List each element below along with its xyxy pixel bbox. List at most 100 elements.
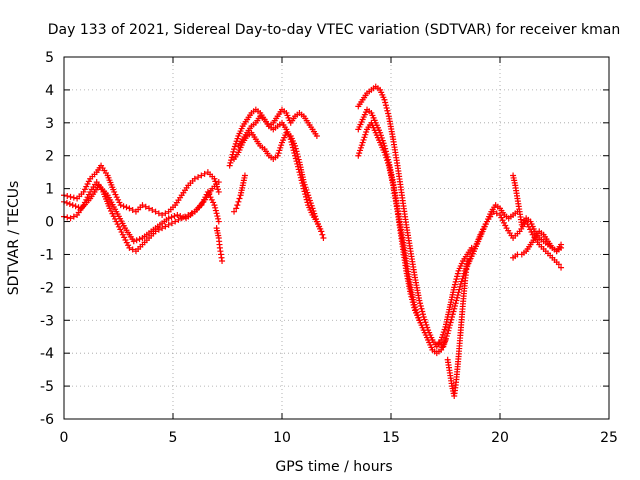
data-points	[61, 83, 565, 399]
data-point	[123, 239, 130, 246]
data-point	[293, 148, 300, 155]
data-point	[108, 208, 115, 215]
data-point	[478, 229, 485, 236]
data-point	[174, 211, 181, 218]
data-point	[382, 152, 389, 159]
data-point	[441, 340, 448, 347]
data-point	[362, 131, 369, 138]
data-point	[308, 202, 315, 209]
data-point	[479, 226, 486, 233]
data-point	[115, 223, 122, 230]
data-point	[448, 316, 455, 323]
data-point	[213, 210, 220, 217]
data-point	[241, 172, 248, 179]
data-point	[305, 192, 312, 199]
data-point	[136, 236, 143, 243]
data-point	[499, 217, 506, 224]
data-point	[230, 148, 237, 155]
data-point	[215, 188, 222, 195]
data-point	[63, 199, 70, 206]
data-point	[558, 241, 565, 248]
y-axis-label: SDTVAR / TECUs	[6, 181, 22, 296]
data-point	[304, 189, 311, 196]
data-point	[118, 229, 125, 236]
data-point	[162, 210, 169, 217]
data-point	[385, 110, 392, 117]
data-point	[450, 308, 457, 315]
data-point	[211, 175, 218, 182]
data-point	[409, 296, 416, 303]
data-point	[446, 324, 453, 331]
data-point	[172, 218, 179, 225]
data-point	[419, 308, 426, 315]
data-point	[117, 226, 124, 233]
data-point	[417, 300, 424, 307]
data-point	[357, 144, 364, 151]
data-point	[456, 286, 463, 293]
data-point	[234, 202, 241, 209]
data-point	[416, 317, 423, 324]
data-point	[441, 326, 448, 333]
y-tick-label: 4	[45, 83, 54, 99]
data-point	[458, 278, 465, 285]
data-point	[115, 196, 122, 203]
series-track-h	[231, 172, 248, 215]
data-point	[302, 184, 309, 191]
data-point	[455, 289, 462, 296]
x-axis-label: GPS time / hours	[275, 459, 392, 475]
data-point	[482, 221, 489, 228]
data-point	[451, 305, 458, 312]
x-tick-label: 5	[169, 430, 178, 446]
data-point	[477, 231, 484, 238]
y-tick-label: -2	[40, 280, 54, 296]
data-point	[165, 215, 172, 222]
data-point	[235, 198, 242, 205]
data-point	[112, 215, 119, 222]
data-point	[295, 156, 302, 163]
data-point	[439, 334, 446, 341]
y-tick-label: -5	[40, 379, 54, 395]
data-point	[195, 174, 202, 181]
data-point	[360, 136, 367, 143]
data-point	[469, 250, 476, 257]
data-point	[383, 105, 390, 112]
data-point	[490, 208, 497, 215]
data-point	[444, 330, 451, 337]
data-point	[226, 162, 233, 169]
data-point	[502, 222, 509, 229]
data-point	[449, 311, 456, 318]
data-point	[451, 303, 458, 310]
data-point	[451, 284, 458, 291]
data-point	[276, 147, 283, 154]
data-point	[453, 276, 460, 283]
data-point	[411, 304, 418, 311]
data-point	[528, 229, 535, 236]
data-point	[422, 319, 429, 326]
data-point	[125, 242, 132, 249]
data-point	[133, 237, 140, 244]
data-point	[123, 204, 130, 211]
data-point	[219, 258, 226, 265]
data-point	[117, 202, 124, 209]
series-track-g	[231, 129, 325, 235]
data-point	[111, 188, 118, 195]
data-point	[106, 205, 113, 212]
data-point	[126, 205, 133, 212]
data-point	[159, 211, 166, 218]
data-point	[201, 170, 208, 177]
data-point	[212, 207, 219, 214]
data-point	[416, 297, 423, 304]
data-point	[498, 214, 505, 221]
data-point	[198, 172, 205, 179]
data-point	[121, 234, 128, 241]
data-point	[363, 129, 370, 136]
data-point	[318, 228, 325, 235]
data-point	[64, 214, 71, 221]
data-point	[130, 238, 137, 245]
data-point	[419, 311, 426, 318]
data-point	[210, 199, 217, 206]
data-point	[452, 300, 459, 307]
series-track-c	[61, 179, 222, 245]
series-track-d	[213, 225, 226, 265]
